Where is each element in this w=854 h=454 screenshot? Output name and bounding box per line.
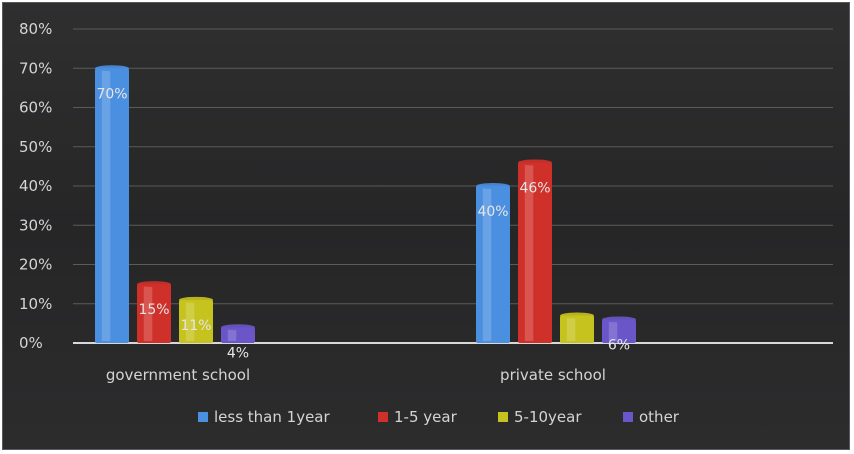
category-label-government-school: government school — [106, 366, 250, 384]
bar-1-5-year-government-school — [137, 284, 171, 343]
bar-highlight — [227, 329, 237, 341]
bar-less-than-1year-government-school — [95, 68, 129, 343]
bar-highlight — [143, 286, 153, 341]
legend-swatch-1-5-year — [378, 412, 388, 422]
bar-other-government-school — [221, 327, 255, 343]
bar-highlight — [524, 164, 534, 341]
legend-label-other: other — [639, 408, 680, 426]
y-tick-label: 60% — [19, 99, 52, 117]
bar-cap — [95, 65, 129, 72]
y-tick-label: 50% — [19, 138, 52, 156]
y-tick-label: 20% — [19, 256, 52, 274]
bar-5-10year-government-school — [179, 299, 213, 343]
bar-highlight — [101, 70, 111, 341]
bar-cap — [602, 316, 636, 323]
legend-label-1-5-year: 1-5 year — [394, 408, 458, 426]
bar-less-than-1year-private-school — [476, 186, 510, 343]
legend-swatch-less-than-1year — [198, 412, 208, 422]
legend-label-less-than-1year: less than 1year — [214, 408, 330, 426]
bar-chart: 0% 10% 20% 30% 40% 50% 60% 70% 80% 70% 15% 11% 4% 40%… — [19, 20, 833, 426]
bar-cap — [179, 296, 213, 303]
y-tick-label: 40% — [19, 177, 52, 195]
chart-frame: 0% 10% 20% 30% 40% 50% 60% 70% 80% 70% 15% 11% 4% 40%… — [2, 2, 850, 450]
bar-cap — [137, 281, 171, 288]
bar-highlight — [566, 317, 576, 341]
y-tick-label: 10% — [19, 295, 52, 313]
data-label: 40% — [477, 204, 508, 220]
bar-cap — [221, 324, 255, 331]
bar-cap — [476, 183, 510, 189]
legend-swatch-5-10year — [498, 412, 508, 422]
legend-label-5-10year: 5-10year — [514, 408, 582, 426]
category-label-private-school: private school — [500, 366, 606, 384]
bar-highlight — [608, 321, 618, 341]
y-tick-label: 0% — [19, 334, 43, 352]
y-tick-label: 30% — [19, 216, 52, 234]
bar-1-5-year-private-school — [518, 162, 552, 343]
bar-cap — [560, 312, 594, 319]
legend-swatch-other — [623, 412, 633, 422]
y-tick-label: 80% — [19, 20, 52, 38]
data-label: 6% — [608, 337, 630, 353]
bar-highlight — [185, 301, 195, 341]
bar-highlight — [482, 188, 492, 341]
data-label: 4% — [227, 345, 249, 361]
data-label: 46% — [519, 180, 550, 196]
y-tick-label: 70% — [19, 59, 52, 77]
data-label: 70% — [96, 86, 127, 102]
bar-cap — [518, 159, 552, 166]
data-label: 11% — [180, 318, 211, 334]
bar-other-private-school — [602, 319, 636, 343]
data-label: 15% — [138, 302, 169, 318]
bar-5-10year-private-school — [560, 315, 594, 343]
